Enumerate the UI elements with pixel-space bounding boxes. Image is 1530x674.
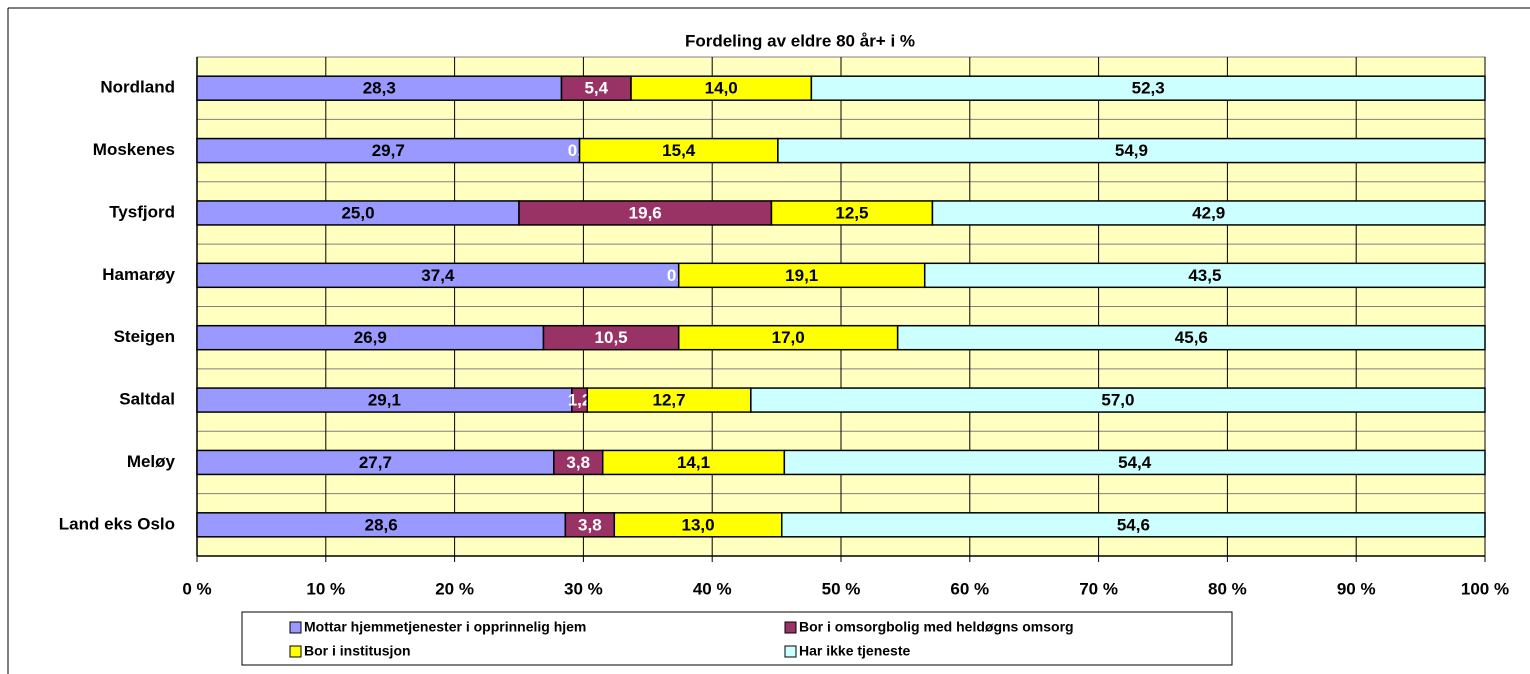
bar-segment: [777, 137, 1486, 164]
value-label: 14,1: [677, 453, 710, 472]
value-label: 28,3: [363, 79, 396, 98]
legend-label: Bor i omsorgbolig med heldøgns omsorg: [799, 619, 1074, 635]
bar-segment: [931, 200, 1486, 226]
bar-segment: [196, 324, 545, 351]
legend-label: Bor i institusjon: [304, 643, 411, 659]
x-tick-label: 80 %: [1208, 579, 1247, 598]
x-tick-label: 90 %: [1337, 579, 1376, 598]
value-label: 54,9: [1115, 141, 1148, 160]
legend-swatch: [289, 645, 302, 658]
value-label: 29,7: [372, 141, 405, 160]
value-label: 3,8: [566, 453, 590, 472]
value-label: 25,0: [341, 203, 374, 222]
value-label: 27,7: [359, 453, 392, 472]
value-label: 42,9: [1192, 203, 1225, 222]
value-label: 19,1: [785, 266, 818, 285]
bar-segment: [586, 387, 752, 413]
x-tick-label: 0 %: [182, 579, 211, 598]
bar-segment: [196, 200, 520, 226]
value-label: 19,6: [629, 203, 662, 222]
x-tick-label: 10 %: [306, 579, 345, 598]
bar-segment: [750, 387, 1486, 413]
value-label: 57,0: [1101, 391, 1134, 410]
y-tick-label: Tysfjord: [109, 202, 175, 221]
value-label: 12,7: [653, 391, 686, 410]
y-tick-label: Hamarøy: [102, 265, 175, 284]
y-tick-label: Nordland: [100, 78, 175, 97]
bar-segment: [770, 200, 934, 226]
value-label: 26,9: [354, 328, 387, 347]
x-tick-label: 60 %: [950, 579, 989, 598]
value-label: 54,6: [1117, 515, 1150, 534]
bar-segment: [553, 449, 604, 476]
bar-segment: [810, 75, 1486, 101]
chart-title: Fordeling av eldre 80 år+ i %: [685, 31, 915, 50]
value-label: 12,5: [835, 203, 868, 222]
value-label: 29,1: [368, 391, 401, 410]
value-label: 13,0: [681, 515, 714, 534]
value-label: 3,8: [578, 515, 602, 534]
value-label: 14,0: [705, 79, 738, 98]
y-tick-label: Saltdal: [119, 390, 175, 409]
value-label: 28,6: [365, 515, 398, 534]
value-label: 37,4: [421, 266, 455, 285]
bar-segment: [923, 262, 1486, 289]
legend-box: [241, 611, 1233, 666]
bar-segment: [613, 512, 783, 538]
legend-label: Mottar hjemmetjenester i opprinnelig hje…: [304, 619, 586, 635]
bar-segment: [196, 449, 555, 476]
value-label: 54,4: [1118, 453, 1152, 472]
bar-segment: [542, 324, 680, 351]
legend-label: Har ikke tjeneste: [799, 643, 910, 659]
x-tick-label: 40 %: [693, 579, 732, 598]
bar-segment: [196, 387, 573, 413]
y-tick-label: Moskenes: [93, 140, 175, 159]
x-tick-label: 50 %: [822, 579, 861, 598]
value-label: 43,5: [1188, 266, 1221, 285]
value-label: 5,4: [584, 79, 608, 98]
value-label: 15,4: [662, 141, 696, 160]
y-tick-label: Steigen: [114, 327, 175, 346]
value-label: 45,6: [1175, 328, 1208, 347]
legend-swatch: [784, 621, 797, 634]
legend-swatch: [289, 621, 302, 634]
bar-segment: [781, 512, 1486, 538]
legend-swatch: [784, 645, 797, 658]
value-label: 17,0: [772, 328, 805, 347]
bar-segment: [783, 449, 1486, 476]
y-tick-label: Meløy: [127, 452, 176, 471]
value-label: 52,3: [1132, 79, 1165, 98]
value-label: 10,5: [595, 328, 628, 347]
bar-segment: [196, 262, 680, 289]
x-tick-label: 30 %: [564, 579, 603, 598]
x-tick-label: 20 %: [435, 579, 474, 598]
x-tick-label: 70 %: [1079, 579, 1118, 598]
value-label: 1,2: [568, 391, 592, 410]
x-tick-label: 100 %: [1461, 579, 1509, 598]
y-tick-label: Land eks Oslo: [59, 514, 175, 533]
bar-segment: [896, 324, 1486, 351]
bar-segment: [196, 512, 567, 538]
